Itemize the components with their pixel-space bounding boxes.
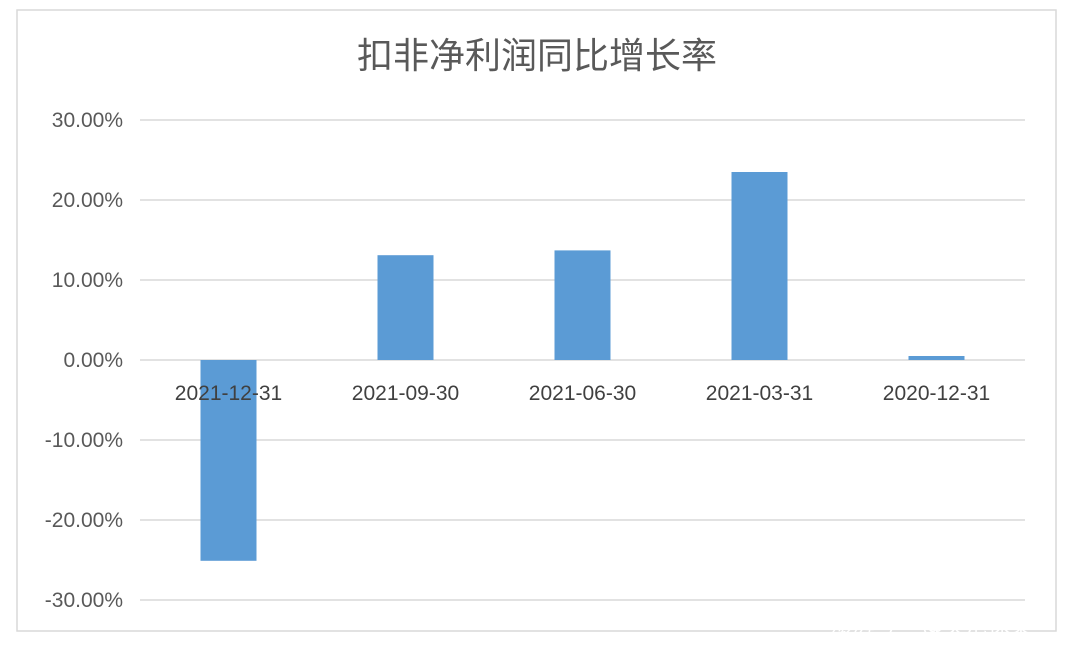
bar <box>377 255 434 360</box>
y-tick-label: 0.00% <box>63 349 123 372</box>
watermark-account: @美港探案 <box>922 614 1032 639</box>
bar <box>908 356 965 360</box>
bar <box>731 172 788 360</box>
category-label: 2021-12-31 <box>175 382 282 405</box>
y-axis-ticks: 30.00% 20.00% 10.00% 0.00% -10.00% -20.00% -30… <box>45 109 123 612</box>
bars <box>200 172 965 561</box>
category-labels: 2021-12-31 2021-09-30 2021-06-30 2021-03-31… <box>175 382 990 405</box>
watermark-brand: 澎湃号 <box>830 614 897 639</box>
category-label: 2021-09-30 <box>352 382 459 405</box>
y-tick-label: 30.00% <box>52 109 123 132</box>
y-tick-label: 20.00% <box>52 189 123 212</box>
y-tick-label: -30.00% <box>45 589 123 612</box>
watermark: 澎湃号 @美港探案 <box>830 614 1032 639</box>
chart-frame <box>16 9 1057 632</box>
y-tick-label: 10.00% <box>52 269 123 292</box>
y-tick-label: -10.00% <box>45 429 123 452</box>
bar <box>200 360 257 561</box>
bar <box>554 250 611 360</box>
category-label: 2021-06-30 <box>529 382 636 405</box>
category-label: 2021-03-31 <box>706 382 813 405</box>
category-label: 2020-12-31 <box>883 382 990 405</box>
y-tick-label: -20.00% <box>45 509 123 532</box>
chart-title: 扣非净利润同比增长率 <box>357 36 717 77</box>
